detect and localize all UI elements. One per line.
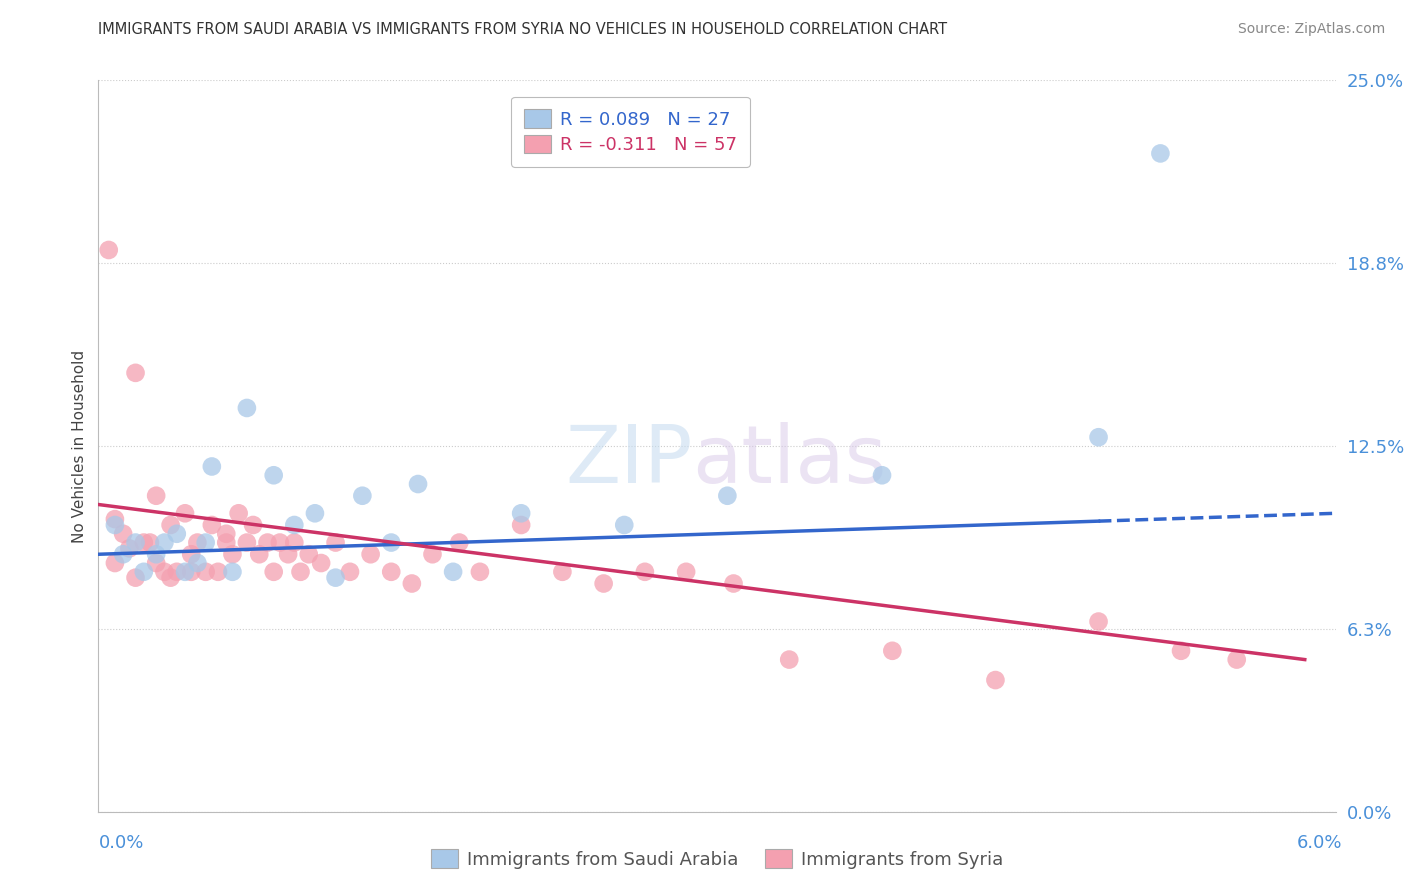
Point	[984, 673, 1007, 687]
Point	[186, 535, 208, 549]
Point	[1149, 146, 1171, 161]
Point	[283, 535, 305, 549]
Point	[180, 547, 202, 561]
Point	[325, 535, 347, 549]
Point	[716, 489, 738, 503]
Point	[201, 518, 224, 533]
Point	[882, 644, 904, 658]
Point	[174, 506, 197, 520]
Point	[153, 565, 176, 579]
Point	[1087, 430, 1109, 444]
Text: 0.0%: 0.0%	[98, 834, 143, 852]
Point	[124, 571, 146, 585]
Point	[441, 565, 464, 579]
Point	[449, 535, 471, 549]
Y-axis label: No Vehicles in Household: No Vehicles in Household	[72, 350, 87, 542]
Point	[104, 512, 127, 526]
Point	[290, 565, 312, 579]
Point	[510, 506, 533, 520]
Point	[145, 547, 167, 561]
Point	[153, 535, 176, 549]
Point	[132, 535, 155, 549]
Point	[269, 535, 291, 549]
Point	[118, 541, 141, 556]
Point	[221, 547, 243, 561]
Point	[339, 565, 361, 579]
Point	[352, 489, 374, 503]
Point	[634, 565, 657, 579]
Legend: Immigrants from Saudi Arabia, Immigrants from Syria: Immigrants from Saudi Arabia, Immigrants…	[423, 842, 1011, 876]
Point	[613, 518, 636, 533]
Point	[1226, 652, 1249, 666]
Point	[221, 565, 243, 579]
Point	[551, 565, 574, 579]
Point	[380, 535, 402, 549]
Point	[256, 535, 278, 549]
Point	[180, 565, 202, 579]
Point	[145, 489, 167, 503]
Point	[194, 565, 217, 579]
Point	[201, 459, 224, 474]
Point	[309, 556, 332, 570]
Point	[236, 401, 259, 415]
Point	[1170, 644, 1192, 658]
Point	[468, 565, 491, 579]
Point	[159, 571, 181, 585]
Point	[104, 556, 127, 570]
Text: IMMIGRANTS FROM SAUDI ARABIA VS IMMIGRANTS FROM SYRIA NO VEHICLES IN HOUSEHOLD C: IMMIGRANTS FROM SAUDI ARABIA VS IMMIGRAN…	[98, 22, 948, 37]
Point	[139, 535, 162, 549]
Point	[675, 565, 697, 579]
Point	[124, 535, 146, 549]
Point	[159, 518, 181, 533]
Point	[112, 547, 135, 561]
Text: Source: ZipAtlas.com: Source: ZipAtlas.com	[1237, 22, 1385, 37]
Point	[228, 506, 250, 520]
Point	[325, 571, 347, 585]
Point	[263, 565, 285, 579]
Point	[166, 526, 188, 541]
Point	[723, 576, 745, 591]
Point	[124, 366, 146, 380]
Point	[870, 468, 893, 483]
Point	[104, 518, 127, 533]
Point	[145, 556, 167, 570]
Point	[510, 518, 533, 533]
Point	[242, 518, 264, 533]
Point	[304, 506, 326, 520]
Point	[283, 518, 305, 533]
Point	[174, 565, 197, 579]
Point	[263, 468, 285, 483]
Point	[592, 576, 614, 591]
Text: ZIP: ZIP	[565, 422, 692, 500]
Point	[1087, 615, 1109, 629]
Point	[778, 652, 800, 666]
Point	[406, 477, 429, 491]
Point	[401, 576, 423, 591]
Point	[247, 547, 270, 561]
Point	[132, 565, 155, 579]
Point	[298, 547, 321, 561]
Point	[194, 535, 217, 549]
Point	[186, 556, 208, 570]
Point	[112, 526, 135, 541]
Point	[207, 565, 229, 579]
Point	[97, 243, 120, 257]
Point	[360, 547, 382, 561]
Text: 6.0%: 6.0%	[1298, 834, 1343, 852]
Text: atlas: atlas	[692, 422, 887, 500]
Point	[215, 535, 238, 549]
Point	[236, 535, 259, 549]
Point	[380, 565, 402, 579]
Point	[277, 547, 299, 561]
Point	[422, 547, 444, 561]
Point	[166, 565, 188, 579]
Point	[215, 526, 238, 541]
